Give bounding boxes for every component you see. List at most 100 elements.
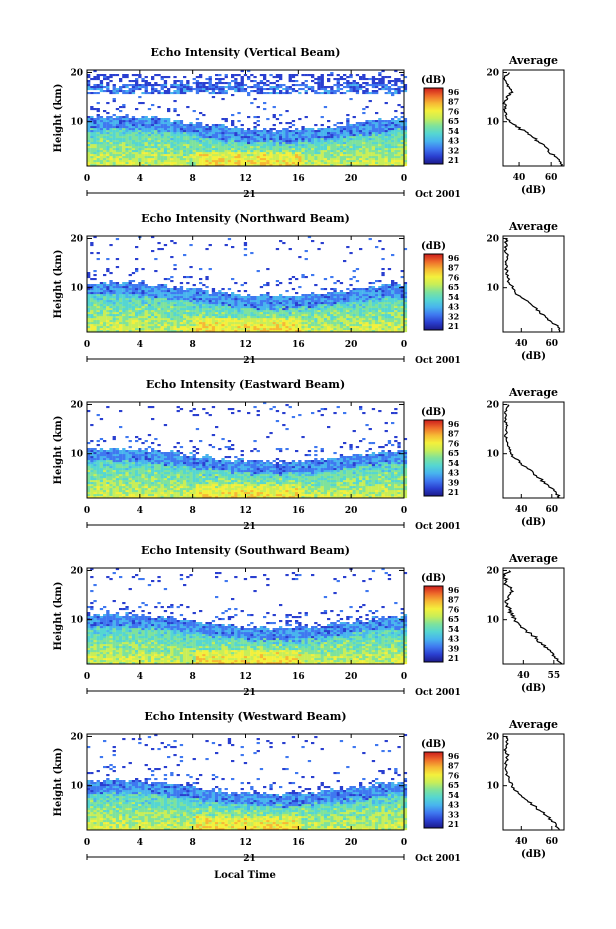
profile-x-tick-label: 60 xyxy=(545,173,558,183)
heatmap-cell xyxy=(186,328,190,331)
heatmap-cell xyxy=(119,310,123,313)
heatmap-cell xyxy=(307,322,312,325)
heatmap-cell xyxy=(307,154,312,157)
heatmap-cell xyxy=(106,156,110,159)
heatmap-cell xyxy=(154,300,158,303)
heatmap-cell xyxy=(119,152,123,155)
heatmap-cell xyxy=(317,158,321,161)
heatmap-cell xyxy=(307,138,312,141)
heatmap-cell xyxy=(106,290,110,293)
heatmap-cell xyxy=(106,302,110,305)
heatmap-cell xyxy=(195,326,200,329)
heatmap-cell xyxy=(394,152,398,155)
heatmap-cell xyxy=(87,136,91,139)
heatmap-cell xyxy=(301,126,305,129)
heatmap-cell xyxy=(96,150,100,153)
heatmap-cell xyxy=(199,138,203,141)
heatmap-cell xyxy=(403,148,408,151)
heatmap-cell xyxy=(365,322,369,325)
heatmap-cell xyxy=(179,164,184,167)
heatmap-cell xyxy=(343,74,347,77)
heatmap-cell xyxy=(173,120,177,123)
heatmap-cell xyxy=(259,312,264,315)
heatmap-cell xyxy=(307,306,312,309)
heatmap-cell xyxy=(259,306,264,309)
heatmap-cell xyxy=(375,326,379,329)
heatmap-cell xyxy=(320,314,324,317)
heatmap-cell xyxy=(231,306,235,309)
heatmap-cell xyxy=(384,134,388,137)
heatmap-cell xyxy=(179,82,184,85)
heatmap-cell xyxy=(119,140,123,143)
heatmap-cell xyxy=(346,130,350,133)
heatmap-cell xyxy=(320,78,324,81)
heatmap-cell xyxy=(343,162,347,165)
heatmap-cell xyxy=(307,320,312,323)
heatmap-cell xyxy=(371,122,376,125)
heatmap-cell xyxy=(141,154,145,157)
heatmap-cell xyxy=(317,316,321,319)
heatmap-cell xyxy=(93,142,97,145)
heatmap-cell xyxy=(183,330,187,333)
heatmap-cell xyxy=(387,148,392,151)
heatmap-cell xyxy=(256,310,260,313)
heatmap-cell xyxy=(240,300,244,303)
heatmap-cell xyxy=(221,300,225,303)
heatmap-cell xyxy=(115,320,120,323)
heatmap-cell xyxy=(304,134,308,137)
heatmap-cell xyxy=(202,296,206,299)
heatmap-cell xyxy=(359,78,363,81)
heatmap-cell xyxy=(343,314,347,317)
heatmap-cell xyxy=(237,312,241,315)
heatmap-cell xyxy=(339,310,344,313)
heatmap-cell xyxy=(141,152,145,155)
heatmap-cell xyxy=(205,320,209,323)
heatmap-cell xyxy=(314,148,318,151)
heatmap-cell xyxy=(272,156,276,159)
heatmap-cell xyxy=(247,144,251,147)
heatmap-cell xyxy=(119,148,123,151)
heatmap-cell xyxy=(266,146,270,149)
heatmap-cell xyxy=(339,158,344,161)
heatmap-cell xyxy=(298,142,302,145)
heatmap-cell xyxy=(186,322,190,325)
heatmap-cell xyxy=(157,290,161,293)
heatmap-cell xyxy=(263,148,267,151)
heatmap-cell xyxy=(221,314,225,317)
heatmap-cell xyxy=(394,330,398,333)
heatmap-cell xyxy=(93,320,97,323)
heatmap-cell xyxy=(397,90,401,93)
heatmap-cell xyxy=(384,162,388,165)
heatmap-cell xyxy=(221,138,225,141)
heatmap-cell xyxy=(125,156,129,159)
heatmap-cell xyxy=(176,92,180,95)
heatmap-cell xyxy=(115,156,120,159)
colorbar-unit: (dB) xyxy=(421,75,446,86)
heatmap-cell xyxy=(400,106,404,109)
heatmap-cell xyxy=(397,154,401,157)
heatmap-cell xyxy=(394,320,398,323)
heatmap-cell xyxy=(394,300,398,303)
heatmap-cell xyxy=(304,154,308,157)
heatmap-cell xyxy=(368,162,372,165)
heatmap-cell xyxy=(186,140,190,143)
heatmap-cell xyxy=(391,318,395,321)
heatmap-cell xyxy=(147,154,152,157)
heatmap-cell xyxy=(295,322,299,325)
heatmap-cell xyxy=(109,134,113,137)
heatmap-cell xyxy=(403,122,408,125)
heatmap-cell xyxy=(368,144,372,147)
heatmap-cell xyxy=(90,318,94,321)
heatmap-cell xyxy=(394,324,398,327)
heatmap-cell xyxy=(234,132,238,135)
heatmap-cell xyxy=(288,162,292,165)
heatmap-cell xyxy=(90,118,94,121)
heatmap-cell xyxy=(371,160,376,163)
heatmap-cell xyxy=(365,290,369,293)
heatmap-cell xyxy=(192,128,196,131)
heatmap-cell xyxy=(339,156,344,159)
heatmap-cell xyxy=(183,322,187,325)
heatmap-cell xyxy=(192,148,196,151)
heatmap-cell xyxy=(218,140,222,143)
heatmap-cell xyxy=(349,158,353,161)
